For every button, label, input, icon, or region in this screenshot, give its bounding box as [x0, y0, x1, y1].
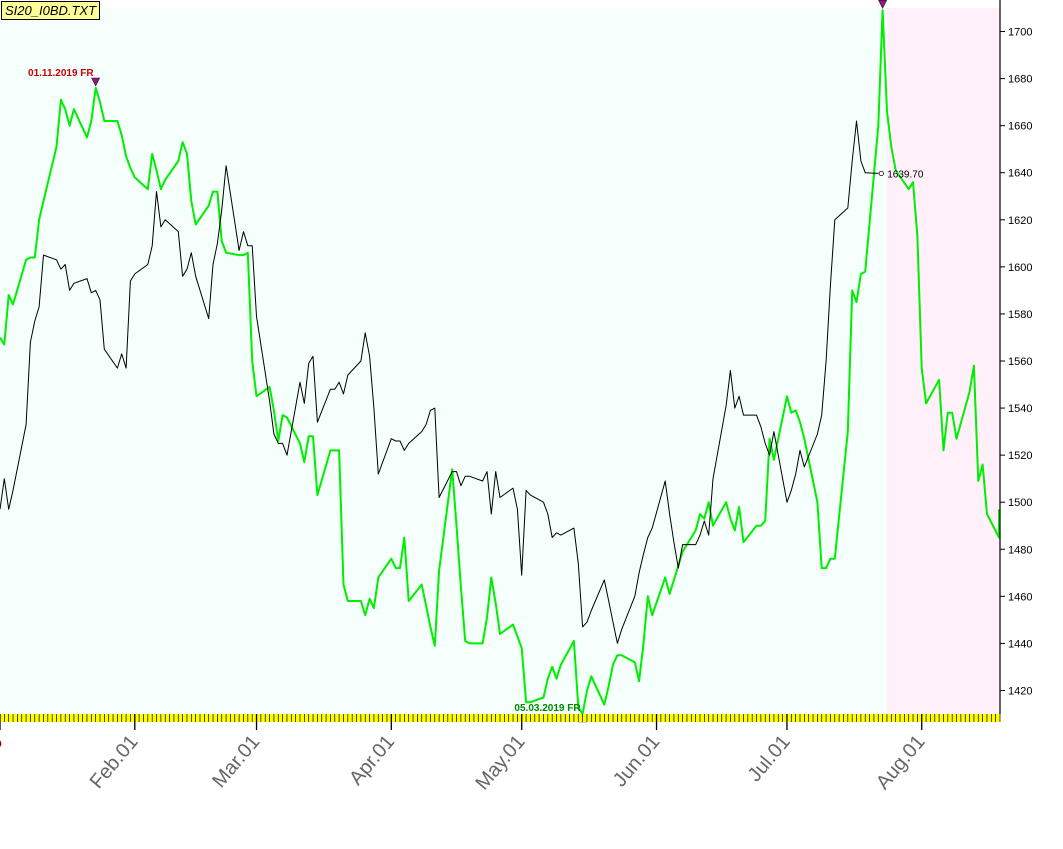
x-tick-label: Jun.01 — [609, 731, 664, 791]
y-tick-label: 1580 — [1008, 309, 1032, 321]
y-tick-label: 1500 — [1008, 497, 1032, 509]
y-tick-label: 1700 — [1008, 27, 1032, 39]
y-tick-label: 1600 — [1008, 262, 1032, 274]
x-tick-label: May.01 — [472, 731, 530, 794]
peak-annotation-label: 01.11.2019 FR — [28, 68, 94, 79]
last-value-marker — [878, 170, 884, 177]
x-tick-label: 2019 — [0, 729, 8, 783]
peak-annotation-label: 07.23.2019 TU — [814, 0, 880, 1]
series-layer: 1639.70 — [0, 9, 1000, 715]
y-tick-label: 1640 — [1008, 168, 1032, 180]
y-tick-label: 1540 — [1008, 403, 1032, 415]
x-axis: 2019 Feb.01 Mar.01 Apr.01 May.01 Jun.01 Jul.01… — [0, 714, 1001, 794]
chart-title: SI20_I0BD.TXT — [1, 1, 101, 20]
x-tick-label: Feb.01 — [86, 731, 143, 793]
green-series-line — [0, 9, 1000, 715]
y-tick-label: 1560 — [1008, 356, 1032, 368]
y-tick-label: 1660 — [1008, 121, 1032, 133]
black-series-line — [0, 120, 879, 644]
y-axis: 1420 1440 1460 1480 1500 1520 1540 1560 1580 1600… — [1000, 27, 1032, 697]
y-tick-label: 1680 — [1008, 74, 1032, 86]
y-tick-label: 1520 — [1008, 450, 1032, 462]
plot-background — [0, 8, 1000, 714]
y-tick-label: 1460 — [1008, 591, 1032, 603]
x-tick-label: Apr.01 — [345, 731, 399, 789]
x-tick-label: Aug.01 — [872, 731, 930, 794]
peak-marker-arrow — [91, 77, 101, 87]
last-value-label: 1639.70 — [887, 169, 924, 180]
y-tick-label: 1420 — [1008, 685, 1032, 697]
y-tick-label: 1440 — [1008, 638, 1032, 650]
shaded-region — [886, 8, 1000, 714]
x-tick-label: Mar.01 — [208, 731, 264, 792]
peak-marker-arrow — [878, 0, 888, 10]
trough-annotation-label: 05.03.2019 FR — [514, 703, 581, 714]
y-tick-label: 1620 — [1008, 215, 1032, 227]
y-tick-label: 1480 — [1008, 544, 1032, 556]
x-tick-label: Jul.01 — [744, 731, 795, 786]
